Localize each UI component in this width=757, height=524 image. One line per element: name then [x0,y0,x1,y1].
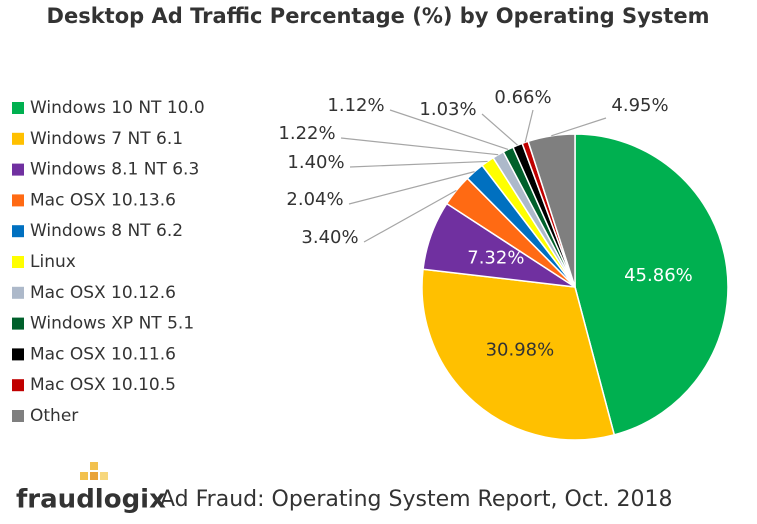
data-label: 4.95% [611,95,668,116]
legend-swatch [12,225,24,238]
legend-swatch [12,410,24,422]
legend-label: Linux [30,252,76,272]
data-label: 1.22% [278,123,335,144]
logo-dot [90,462,98,470]
data-label: 3.40% [301,227,358,248]
data-label: 1.40% [287,152,344,173]
legend-swatch [12,194,24,207]
leader-line [481,113,518,146]
legend-label: Mac OSX 10.10.5 [30,375,176,395]
legend-swatch [12,163,24,176]
data-label: 2.04% [286,189,343,210]
data-label: 1.12% [327,95,384,116]
logo-dots [80,462,108,480]
leader-line [363,189,457,243]
legend-label: Windows XP NT 5.1 [30,314,194,334]
legend-label: Other [30,406,78,426]
data-label: 0.66% [494,87,551,108]
pie-slice [421,268,616,441]
pie-slice [527,133,576,288]
logo-dot [100,472,108,480]
footer: Ad Fraud: Operating System Report, Oct. … [160,487,672,512]
data-label: 7.32% [467,247,524,268]
legend-label: Mac OSX 10.13.6 [30,190,176,210]
data-label: 45.86% [624,265,693,286]
legend-swatch [12,102,24,114]
legend-swatch [12,256,24,268]
logo-dot [90,472,98,480]
data-label: 1.03% [419,99,476,120]
logo-dot [80,472,88,480]
chart-title: Desktop Ad Traffic Percentage (%) by Ope… [47,4,710,28]
legend-swatch [12,379,24,392]
legend-label: Mac OSX 10.12.6 [30,283,176,303]
legend-swatch [12,132,24,145]
legend-swatch [12,348,24,361]
legend-label: Windows 7 NT 6.1 [30,129,183,149]
leader-line [389,109,509,150]
legend-label: Windows 8.1 NT 6.3 [30,160,199,180]
leader-line [551,117,607,137]
legend-swatch [12,286,24,299]
legend-label: Windows 8 NT 6.2 [30,221,183,241]
logo: fraudlogix [16,485,166,515]
leader-line [340,137,499,156]
legend-label: Windows 10 NT 10.0 [30,98,205,118]
pie-slice [574,133,729,436]
leader-line [349,160,488,168]
legend-swatch [12,317,24,330]
data-label: 30.98% [486,340,555,361]
leader-line [348,171,475,205]
leader-line [524,109,534,143]
legend-label: Mac OSX 10.11.6 [30,344,176,364]
